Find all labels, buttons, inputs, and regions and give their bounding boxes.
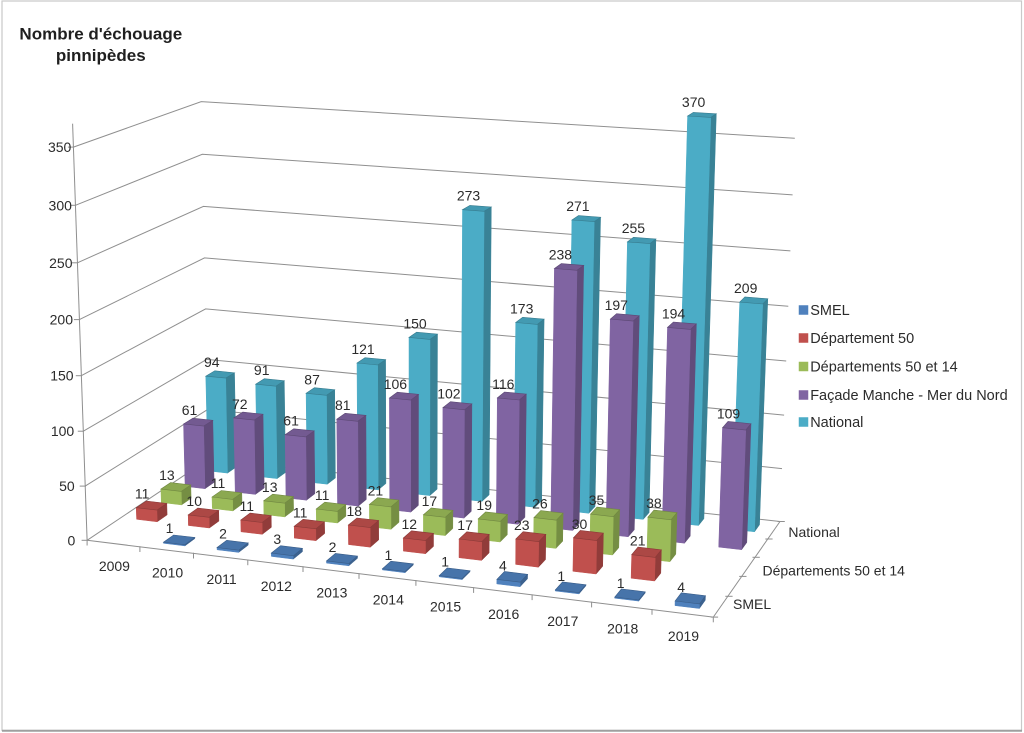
svg-text:13: 13 (159, 467, 175, 483)
svg-text:121: 121 (351, 341, 375, 357)
svg-text:2015: 2015 (430, 599, 461, 615)
svg-text:200: 200 (50, 312, 74, 328)
svg-text:2010: 2010 (152, 565, 183, 581)
svg-text:91: 91 (254, 362, 270, 378)
svg-text:0: 0 (68, 532, 76, 548)
svg-text:300: 300 (49, 197, 73, 213)
svg-text:SMEL: SMEL (733, 596, 771, 612)
svg-text:271: 271 (566, 198, 590, 214)
svg-text:250: 250 (49, 255, 73, 271)
svg-text:100: 100 (51, 423, 75, 439)
svg-text:38: 38 (646, 495, 662, 511)
svg-text:2: 2 (329, 539, 337, 555)
svg-text:Département 50: Département 50 (810, 331, 914, 347)
svg-text:21: 21 (368, 482, 384, 498)
svg-text:72: 72 (232, 396, 248, 412)
svg-text:13: 13 (262, 479, 278, 495)
svg-text:2018: 2018 (607, 620, 638, 636)
svg-text:1: 1 (557, 568, 565, 584)
svg-text:2019: 2019 (668, 628, 699, 644)
svg-text:18: 18 (347, 503, 363, 519)
svg-text:21: 21 (630, 533, 646, 549)
svg-text:11: 11 (240, 498, 255, 514)
svg-text:23: 23 (514, 517, 530, 533)
svg-text:150: 150 (403, 315, 427, 331)
svg-text:2012: 2012 (261, 578, 292, 594)
svg-text:1: 1 (617, 575, 625, 591)
svg-text:Nombre d'échouage: Nombre d'échouage (19, 24, 182, 43)
svg-text:35: 35 (589, 492, 605, 508)
svg-text:National: National (788, 524, 839, 540)
svg-text:209: 209 (734, 280, 758, 296)
svg-text:1: 1 (166, 520, 174, 536)
svg-text:11: 11 (293, 504, 308, 520)
svg-text:pinnipèdes: pinnipèdes (56, 46, 146, 65)
svg-text:81: 81 (335, 397, 351, 413)
svg-text:2009: 2009 (99, 558, 130, 574)
svg-text:17: 17 (457, 517, 473, 533)
svg-text:30: 30 (572, 516, 588, 532)
svg-text:2: 2 (219, 526, 227, 542)
svg-text:11: 11 (211, 475, 226, 491)
svg-text:109: 109 (717, 406, 741, 422)
svg-text:102: 102 (437, 386, 461, 402)
svg-text:87: 87 (304, 371, 320, 387)
svg-text:106: 106 (384, 376, 408, 392)
svg-text:12: 12 (402, 516, 418, 532)
svg-text:SMEL: SMEL (810, 303, 850, 319)
svg-text:2017: 2017 (547, 613, 578, 629)
svg-text:3: 3 (273, 531, 281, 547)
svg-text:2013: 2013 (316, 585, 347, 601)
svg-text:2016: 2016 (488, 606, 519, 622)
svg-text:1: 1 (441, 554, 449, 570)
svg-text:Départements 50 et 14: Départements 50 et 14 (763, 563, 906, 579)
svg-text:238: 238 (549, 247, 573, 263)
svg-text:197: 197 (605, 297, 629, 313)
svg-text:173: 173 (510, 301, 534, 317)
svg-text:61: 61 (283, 413, 299, 429)
svg-text:19: 19 (476, 497, 492, 513)
svg-text:370: 370 (682, 94, 706, 110)
svg-text:2014: 2014 (373, 592, 404, 608)
svg-text:11: 11 (315, 487, 330, 503)
svg-text:2011: 2011 (207, 571, 237, 587)
svg-text:94: 94 (204, 354, 220, 370)
svg-text:61: 61 (182, 402, 198, 418)
svg-text:194: 194 (662, 305, 686, 321)
svg-text:350: 350 (48, 139, 72, 155)
svg-text:11: 11 (135, 486, 150, 502)
svg-text:273: 273 (457, 188, 481, 204)
svg-text:1: 1 (385, 547, 393, 563)
svg-text:255: 255 (622, 220, 646, 236)
svg-text:National: National (810, 415, 863, 431)
svg-text:50: 50 (59, 478, 75, 494)
svg-text:17: 17 (422, 493, 438, 509)
svg-text:150: 150 (50, 368, 74, 384)
svg-text:4: 4 (677, 579, 685, 595)
svg-text:Départements 50 et 14: Départements 50 et 14 (810, 360, 958, 376)
svg-text:10: 10 (186, 493, 202, 509)
svg-text:116: 116 (492, 376, 515, 392)
svg-text:Façade Manche - Mer du Nord: Façade Manche - Mer du Nord (810, 388, 1007, 404)
svg-text:4: 4 (499, 557, 507, 573)
svg-text:26: 26 (532, 496, 548, 512)
